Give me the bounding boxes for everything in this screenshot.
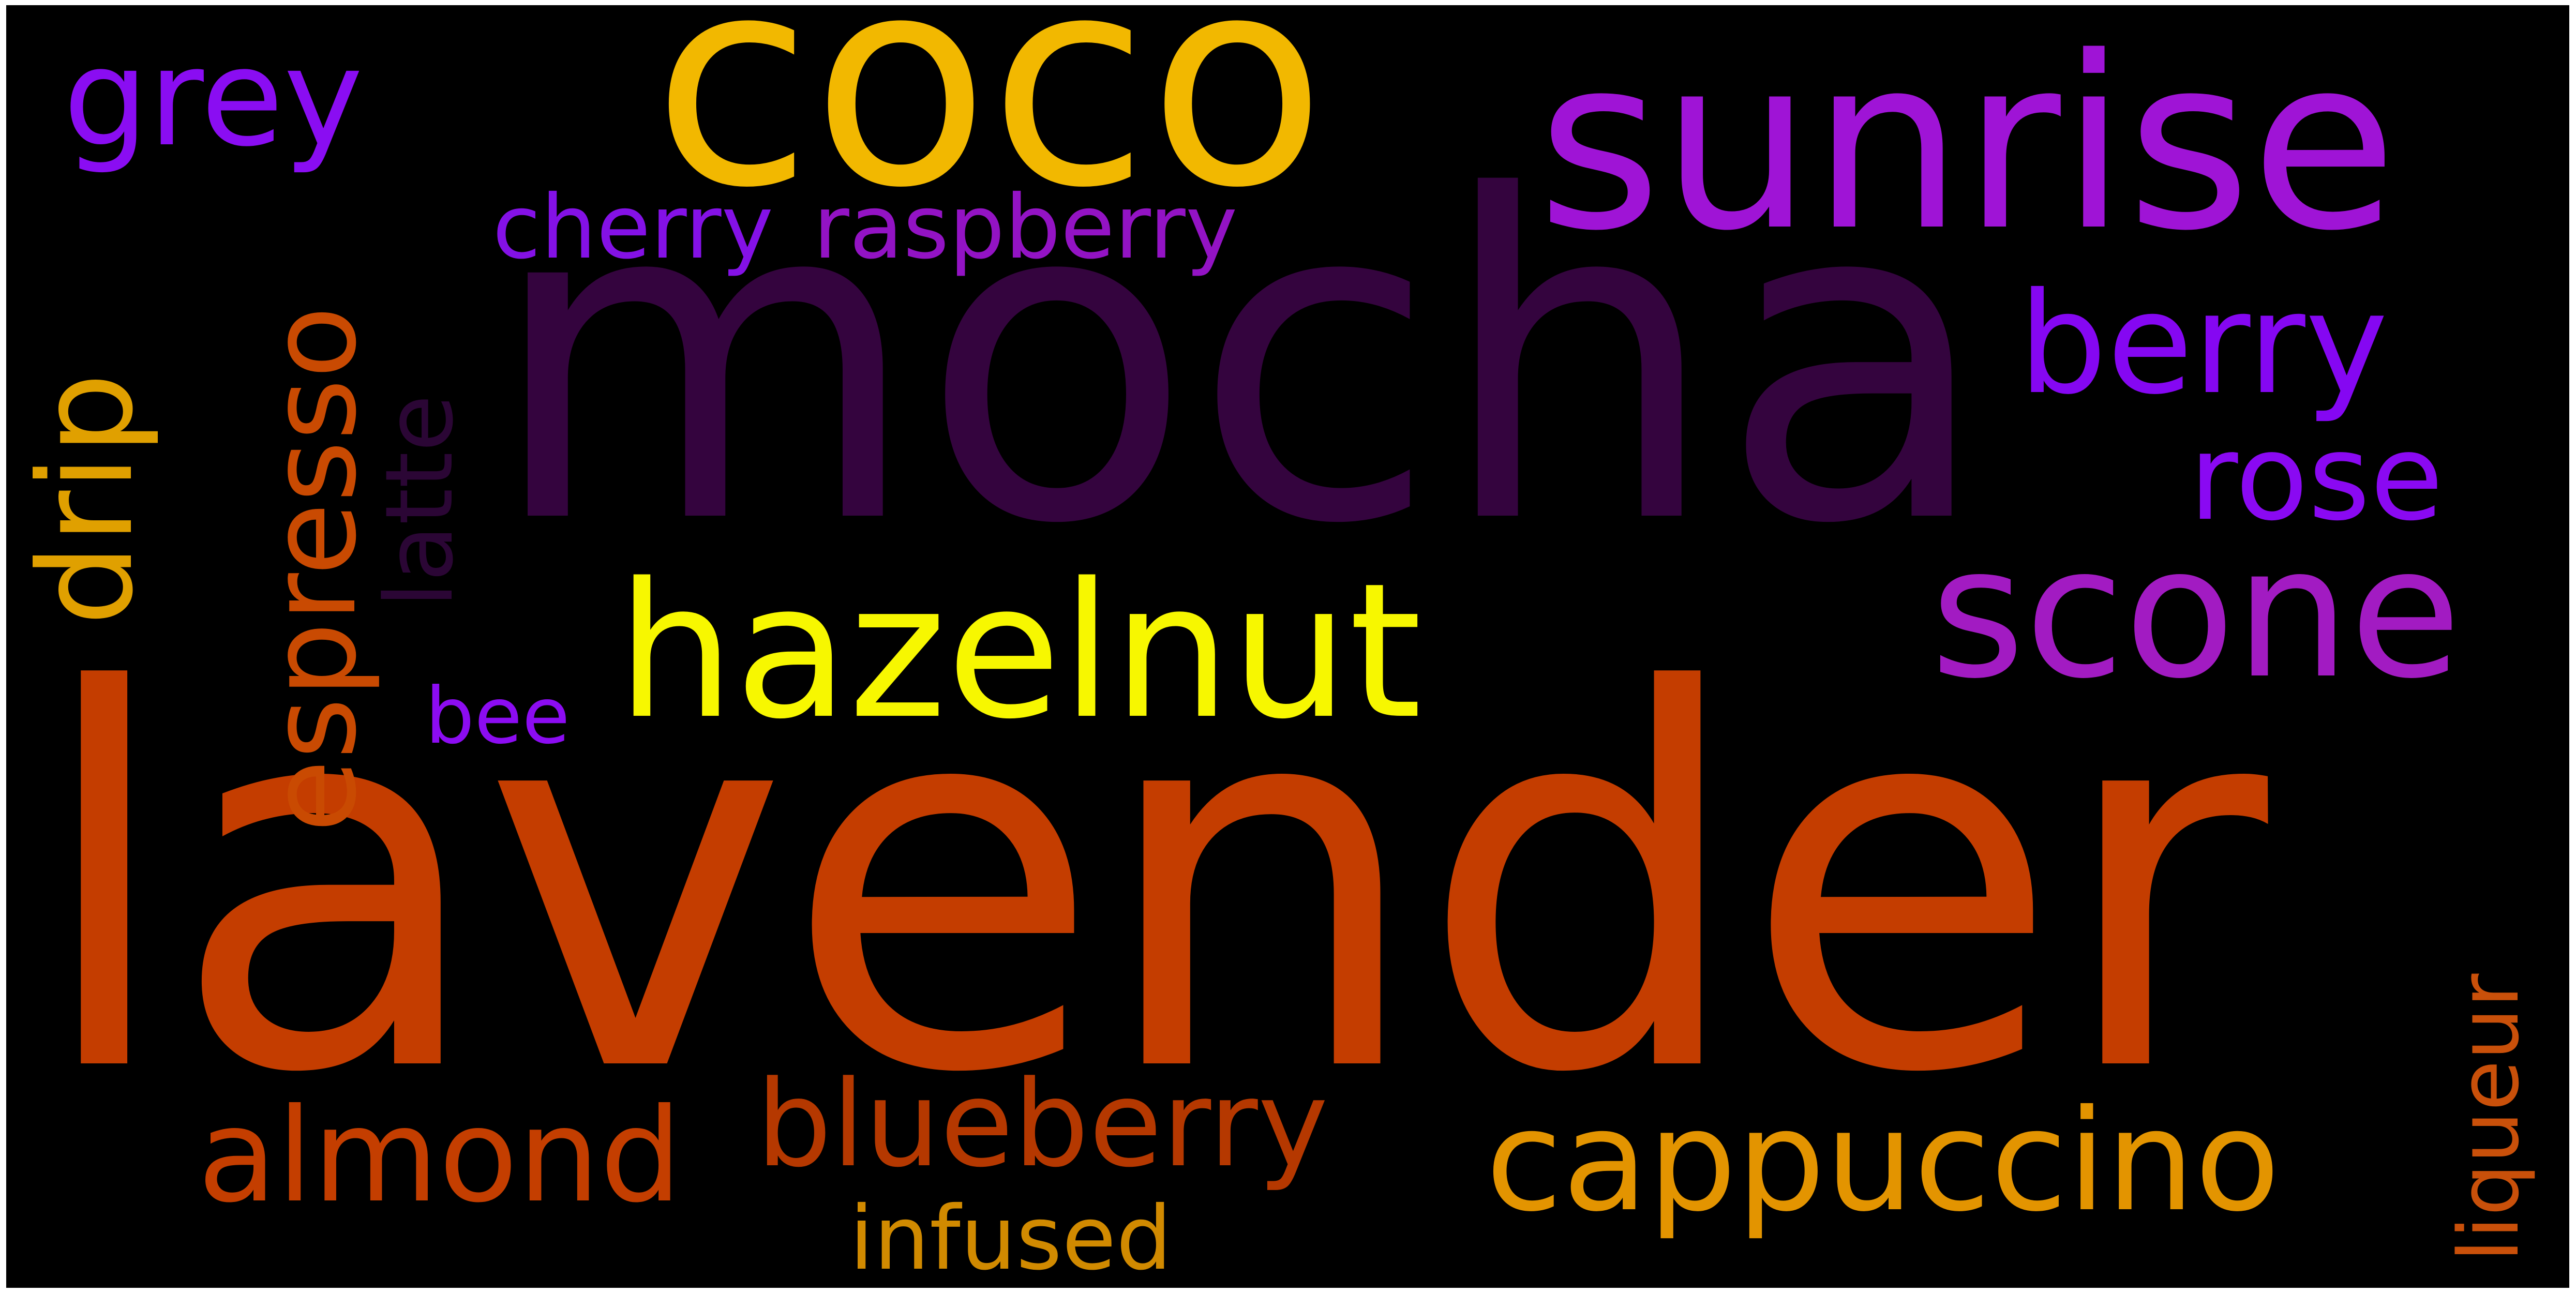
word-raspberry: raspberry [813,176,1238,279]
word-blueberry: blueberry [756,1056,1328,1194]
word-hazelnut: hazelnut [617,543,1422,760]
word-liqueur: liqueur [2440,973,2537,1262]
word-drip: drip [11,372,161,626]
word-cherry: cherry [492,176,774,279]
word-latte: latte [366,394,474,608]
word-sunrise: sunrise [1537,6,2398,283]
word-lavender: lavender [32,583,2268,1185]
word-cloud: lavender mocha coco sunrise grey cherry … [6,5,2569,1288]
word-infused: infused [849,1187,1172,1288]
word-scone: scone [1930,507,2462,718]
word-berry: berry [2018,262,2388,425]
word-grey: grey [63,20,364,176]
word-rose: rose [2189,409,2444,547]
word-cappuccino: cappuccino [1486,1079,2281,1242]
word-almond: almond [198,1080,682,1231]
word-bee: bee [425,671,570,761]
word-mocha: mocha [487,103,1992,621]
word-espresso: espresso [245,306,383,833]
word-coco: coco [653,5,1326,251]
